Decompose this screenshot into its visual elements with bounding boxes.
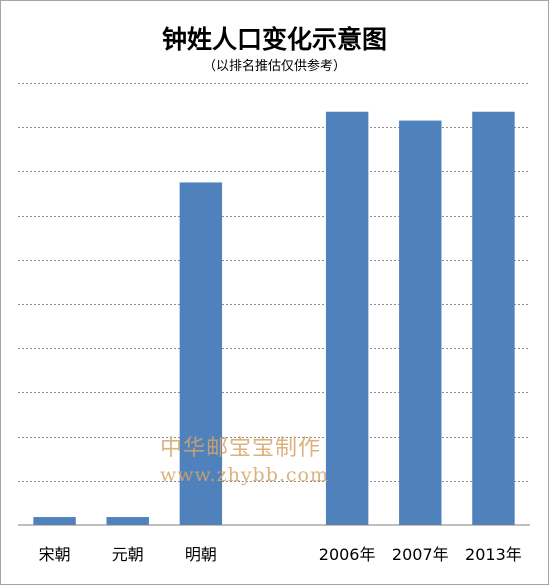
bar-1 — [106, 517, 149, 525]
category-label: 宋朝 — [39, 545, 71, 564]
watermark-url: www.zhybb.com — [160, 464, 330, 486]
category-label: 2007年 — [392, 545, 449, 564]
watermark-text: 中华邮宝宝制作 — [160, 436, 322, 461]
category-label: 元朝 — [112, 545, 144, 564]
category-label: 明朝 — [185, 545, 217, 564]
gridlines — [18, 83, 530, 482]
chart-title: 钟姓人口变化示意图 — [161, 25, 387, 54]
bar-2 — [179, 182, 223, 525]
chart-subtitle: （以排名推估仅供参考） — [202, 59, 346, 74]
bars — [33, 111, 515, 525]
bar-4 — [325, 111, 369, 525]
bar-0 — [33, 517, 76, 525]
category-labels: 宋朝 元朝 明朝 2006年 2007年 2013年 — [39, 545, 522, 564]
bar-6 — [472, 111, 515, 525]
category-label: 2013年 — [465, 545, 522, 564]
category-label: 2006年 — [319, 545, 376, 564]
bar-5 — [399, 120, 442, 525]
